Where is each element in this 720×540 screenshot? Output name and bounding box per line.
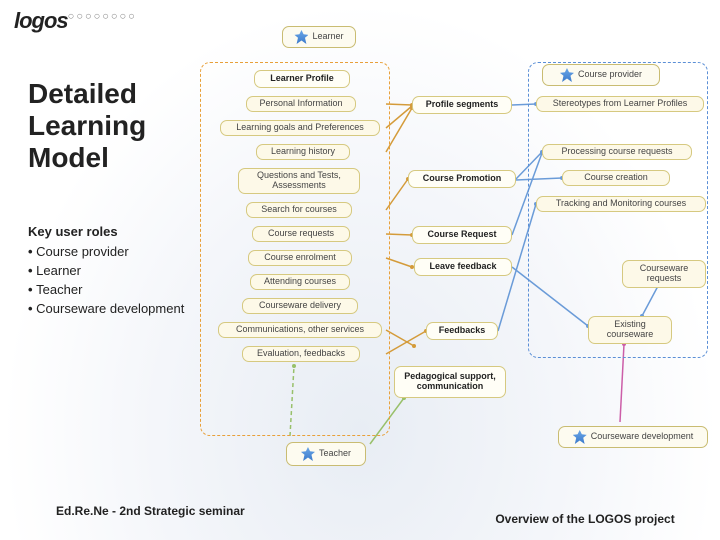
diagram-node: Search for courses: [246, 202, 352, 218]
person-icon: [573, 430, 587, 444]
diagram-node: Existing courseware: [588, 316, 672, 344]
list-item: Course provider: [28, 244, 198, 259]
logo-chain: ○○○○○○○○: [68, 11, 137, 23]
actor-courseware_dev: Courseware development: [558, 426, 708, 448]
roles-list: Course provider Learner Teacher Coursewa…: [28, 244, 198, 320]
diagram-canvas: Learner Course provider Teacher Courseware …: [190, 26, 710, 476]
actor-label: Learner: [312, 32, 343, 42]
diagram-node: Questions and Tests, Assessments: [238, 168, 360, 194]
diagram-node: Personal Information: [246, 96, 356, 112]
roles-subheading: Key user roles: [28, 224, 118, 239]
diagram-node: Learner Profile: [254, 70, 350, 88]
diagram-node: Courseware delivery: [242, 298, 358, 314]
diagram-node: Learning goals and Preferences: [220, 120, 380, 136]
diagram-node: Stereotypes from Learner Profiles: [536, 96, 704, 112]
actor-teacher: Teacher: [286, 442, 366, 466]
diagram-node: Leave feedback: [414, 258, 512, 276]
diagram-node: Feedbacks: [426, 322, 498, 340]
footer-left: Ed.Re.Ne - 2nd Strategic seminar: [56, 504, 245, 518]
footer-right: Overview of the LOGOS project: [490, 512, 680, 526]
diagram-node: Course Request: [412, 226, 512, 244]
diagram-node: Course Promotion: [408, 170, 516, 188]
person-icon: [294, 30, 308, 44]
diagram-node: Course creation: [562, 170, 670, 186]
diagram-node: Evaluation, feedbacks: [242, 346, 360, 362]
page-title: Detailed Learning Model: [28, 78, 188, 175]
learner-column: [200, 62, 390, 436]
actor-provider: Course provider: [542, 64, 660, 86]
diagram-node: Course enrolment: [248, 250, 352, 266]
diagram-node: Courseware requests: [622, 260, 706, 288]
diagram-node: Learning history: [256, 144, 350, 160]
actor-learner: Learner: [282, 26, 356, 48]
actor-label: Teacher: [319, 449, 351, 459]
diagram-node: Pedagogical support, communication: [394, 366, 506, 398]
diagram-node: Attending courses: [250, 274, 350, 290]
diagram-node: Processing course requests: [542, 144, 692, 160]
diagram-node: Profile segments: [412, 96, 512, 114]
logo: logos○○○○○○○○: [14, 8, 137, 34]
person-icon: [301, 447, 315, 461]
actor-label: Course provider: [578, 70, 642, 80]
actor-label: Courseware development: [591, 432, 694, 442]
list-item: Learner: [28, 263, 198, 278]
list-item: Teacher: [28, 282, 198, 297]
person-icon: [560, 68, 574, 82]
diagram-node: Tracking and Monitoring courses: [536, 196, 706, 212]
list-item: Courseware development: [28, 301, 198, 316]
logo-text: logos: [14, 8, 68, 33]
diagram-node: Communications, other services: [218, 322, 382, 338]
diagram-node: Course requests: [252, 226, 350, 242]
